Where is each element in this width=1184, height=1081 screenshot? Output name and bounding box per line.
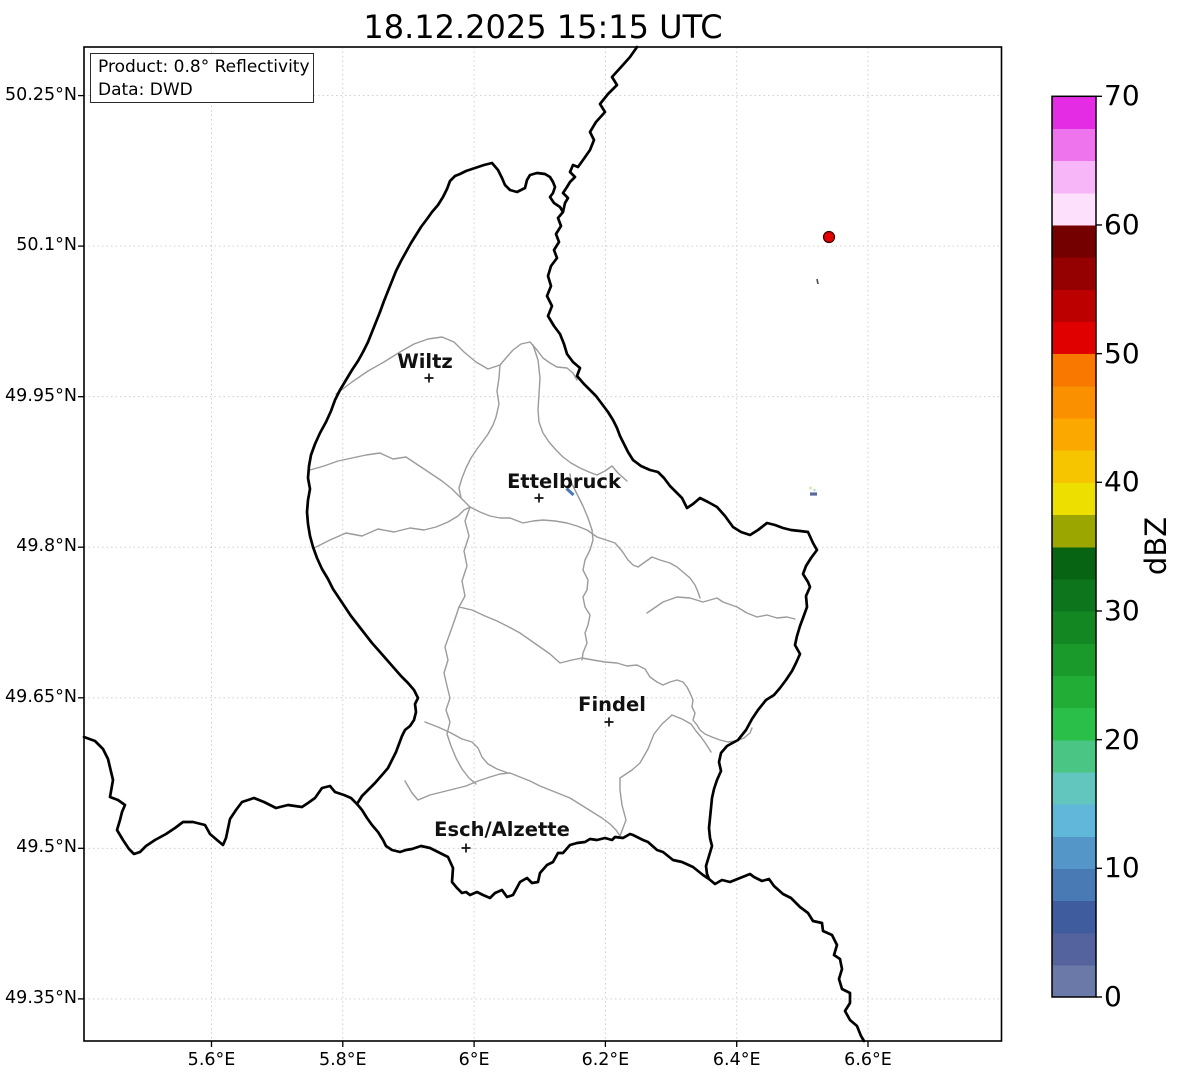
colorbar-band	[1052, 900, 1096, 934]
colorbar-band	[1052, 739, 1096, 773]
colorbar-band	[1052, 257, 1096, 290]
colorbar-band	[1052, 417, 1096, 451]
canton-boundary-line	[581, 529, 594, 661]
data-source-line: Data: DWD	[98, 80, 193, 100]
y-axis-tick-label: 49.8°N	[16, 536, 77, 557]
colorbar-band	[1052, 707, 1096, 741]
colorbar-band	[1052, 289, 1096, 323]
colorbar-tick-label: 0	[1104, 980, 1122, 1013]
city-marker	[461, 843, 471, 853]
y-axis-tick-label: 49.95°N	[5, 385, 77, 406]
colorbar-band	[1052, 932, 1096, 966]
city-label: Findel	[578, 693, 646, 716]
colorbar-band	[1052, 96, 1096, 130]
plot-frame	[83, 46, 1003, 1042]
city-label: Ettelbruck	[507, 470, 621, 493]
radar-echo-dash	[816, 278, 819, 285]
figure-title: 18.12.2025 15:15 UTC	[363, 8, 723, 46]
colorbar-band	[1052, 450, 1096, 483]
colorbar-axis-label: dBZ	[1139, 516, 1173, 576]
colorbar-band	[1052, 192, 1096, 226]
colorbar-tick-label: 60	[1104, 207, 1140, 241]
canton-boundary-line	[646, 596, 796, 620]
x-axis-tick-label: 6.4°E	[712, 1050, 761, 1070]
colorbar-band	[1052, 482, 1096, 516]
colorbar-band	[1052, 578, 1096, 612]
colorbar-band	[1052, 224, 1096, 258]
radar-echo-dash	[565, 487, 575, 497]
colorbar-tick-label: 70	[1104, 79, 1140, 113]
city-marker	[604, 717, 614, 727]
x-axis-tick-label: 5.8°E	[318, 1050, 367, 1070]
colorbar-frame	[1051, 95, 1097, 998]
colorbar-band	[1052, 643, 1096, 676]
colorbar-band	[1052, 675, 1096, 709]
canton-boundary-line	[619, 714, 712, 837]
colorbar-band	[1052, 128, 1096, 162]
colorbar-band	[1052, 771, 1096, 805]
canton-boundary-line	[532, 344, 628, 482]
radar-echo-faint-pixel	[808, 486, 813, 490]
canton-boundary-line	[569, 473, 593, 531]
canton-boundary-line	[458, 364, 501, 508]
canton-boundary-line	[424, 721, 509, 774]
neighbor-country-border	[707, 872, 866, 1043]
canton-boundary-line	[404, 772, 621, 837]
canton-boundary-line	[335, 336, 578, 395]
x-axis-tick-label: 6.2°E	[581, 1050, 630, 1070]
canton-boundary-line	[309, 452, 462, 499]
colorbar-band	[1052, 321, 1096, 355]
colorbar-band	[1052, 385, 1096, 419]
canton-boundary-line	[443, 506, 477, 785]
y-axis-tick-label: 50.25°N	[5, 84, 77, 105]
x-axis-tick-label: 5.6°E	[187, 1050, 236, 1070]
colorbar-band	[1052, 610, 1096, 644]
y-axis-tick-label: 50.1°N	[16, 235, 77, 256]
product-info-box: Product: 0.8° Reflectivity Data: DWD	[90, 53, 314, 103]
city-marker	[534, 493, 544, 503]
city-label: Wiltz	[397, 350, 453, 373]
colorbar-band	[1052, 160, 1096, 194]
luxembourg-border-outline	[305, 161, 819, 900]
x-axis-tick-label: 6°E	[458, 1050, 490, 1070]
colorbar-tick-label: 40	[1104, 465, 1140, 499]
colorbar-band	[1052, 353, 1096, 387]
y-axis-tick-label: 49.5°N	[16, 837, 77, 858]
colorbar-band	[1052, 546, 1096, 580]
radar-echo-dot	[822, 230, 836, 244]
y-axis-tick-label: 49.35°N	[5, 987, 77, 1008]
colorbar-band	[1052, 964, 1096, 998]
canton-boundary-line	[469, 506, 701, 599]
city-label: Esch/Alzette	[434, 818, 570, 841]
colorbar-tick-label: 30	[1104, 593, 1140, 627]
colorbar-band	[1052, 836, 1096, 869]
product-info-line: Product: 0.8° Reflectivity	[98, 57, 310, 77]
colorbar-band	[1052, 868, 1096, 902]
city-marker	[424, 373, 434, 383]
colorbar-tick-label: 20	[1104, 722, 1140, 756]
colorbar-band	[1052, 514, 1096, 548]
y-axis-tick-label: 49.65°N	[5, 686, 77, 707]
colorbar-tick-label: 50	[1104, 336, 1140, 370]
neighbor-country-border	[82, 735, 359, 856]
colorbar-tick-label: 10	[1104, 851, 1140, 885]
canton-boundary-line	[313, 506, 471, 549]
colorbar-band	[1052, 803, 1096, 837]
x-axis-tick-label: 6.6°E	[844, 1050, 892, 1070]
neighbor-country-border	[561, 45, 639, 214]
radar-echo-faint-pixel	[813, 488, 816, 492]
canton-boundary-line	[458, 606, 753, 743]
